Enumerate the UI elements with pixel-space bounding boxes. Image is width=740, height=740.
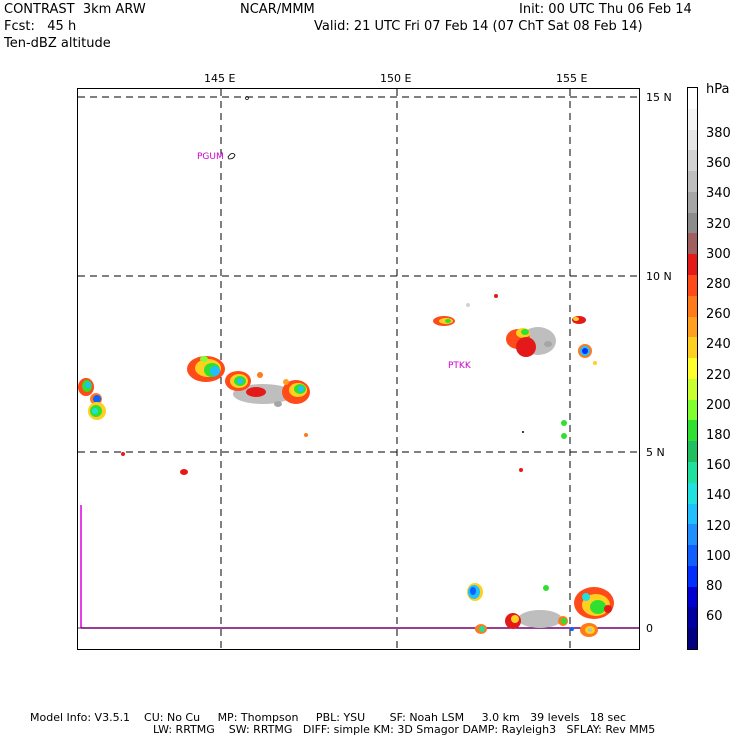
colorbar-swatch: [688, 378, 697, 401]
model-info-line2: LW: RRTMG SW: RRTMG DIFF: simple KM: 3D …: [153, 723, 656, 736]
colorbar-swatch: [688, 441, 697, 463]
storm-cell: [475, 624, 487, 634]
station-ptkk: PTKK: [448, 361, 471, 371]
storm-cell: [433, 316, 455, 326]
lon-label-150: 150 E: [380, 72, 412, 85]
colorbar-swatch: [688, 316, 697, 338]
colorbar-swatch: [688, 171, 697, 193]
storm-cell: [519, 468, 523, 472]
station-pgum: PGUM: [197, 152, 224, 162]
colorbar-swatch: [688, 420, 697, 442]
colorbar-swatch: [688, 295, 697, 318]
colorbar-label: 300: [706, 246, 731, 262]
colorbar-label: 180: [706, 428, 731, 443]
model-title: CONTRAST 3km ARW: [4, 2, 146, 17]
lat-label-0: 0: [646, 622, 653, 635]
storm-cell: [561, 420, 567, 426]
storm-cell: [506, 327, 556, 357]
storm-cell: [180, 469, 188, 475]
colorbar-label: 120: [706, 518, 731, 534]
colorbar-swatch: [688, 607, 697, 629]
field-name: Ten-dBZ altitude: [4, 36, 111, 51]
colorbar-swatch: [688, 586, 697, 608]
colorbar-swatch: [688, 129, 697, 151]
storm-cell: [543, 585, 549, 591]
lat-label-10: 10 N: [646, 270, 672, 283]
storm-cell: [572, 316, 586, 324]
colorbar-swatch: [688, 482, 697, 505]
colorbar-swatch: [688, 503, 697, 525]
colorbar-label: 200: [706, 397, 731, 413]
colorbar-label: 380: [706, 126, 731, 141]
storm-cell: [505, 610, 568, 629]
storm-cell: [593, 361, 597, 365]
colorbar-swatch: [688, 254, 697, 276]
colorbar-swatch: [688, 191, 697, 214]
colorbar-swatch: [688, 565, 697, 588]
colorbar-label: 260: [706, 307, 731, 323]
colorbar-swatch: [688, 399, 697, 421]
lat-label-5: 5 N: [646, 446, 665, 459]
colorbar-label: 100: [706, 548, 731, 564]
lat-label-15: 15 N: [646, 91, 672, 104]
map-canvas: [78, 89, 639, 649]
storm-cell: [570, 627, 574, 631]
colorbar-label: 280: [706, 277, 731, 292]
storm-cell: [522, 431, 524, 433]
colorbar-label: 60: [706, 609, 723, 625]
colorbar-swatch: [688, 150, 697, 172]
colorbar-swatch: [688, 545, 697, 567]
init-time: Init: 00 UTC Thu 06 Feb 14: [519, 2, 692, 17]
colorbar-unit: hPa: [706, 82, 730, 97]
storm-cell: [187, 356, 225, 382]
valid-time: Valid: 21 UTC Fri 07 Feb 14 (07 ChT Sat …: [314, 19, 643, 34]
storm-cell: [121, 452, 125, 456]
colorbar-swatch: [688, 628, 697, 650]
colorbar-label: 320: [706, 216, 731, 232]
colorbar: [687, 87, 698, 650]
storm-cell: [580, 623, 598, 637]
colorbar-swatch: [688, 524, 697, 546]
storm-cell: [467, 583, 483, 601]
colorbar-swatch: [688, 212, 697, 234]
lon-label-155: 155 E: [556, 72, 588, 85]
storm-cell: [304, 433, 308, 437]
colorbar-swatch: [688, 358, 697, 380]
colorbar-label: 360: [706, 156, 731, 172]
storm-cell: [466, 303, 470, 307]
colorbar-label: 240: [706, 337, 731, 353]
island-outline: [227, 153, 236, 160]
graticule: [78, 89, 639, 649]
storm-cell: [225, 371, 293, 407]
domain-boundary: [80, 505, 639, 629]
storm-cell: [494, 294, 498, 298]
storm-cell: [574, 587, 614, 619]
storm-cell: [78, 378, 106, 420]
storm-cells: [78, 294, 614, 637]
institution-label: NCAR/MMM: [240, 2, 315, 17]
colorbar-label: 80: [706, 579, 723, 594]
colorbar-label: 220: [706, 367, 731, 383]
reflectivity-map[interactable]: PGUM PTKK: [77, 88, 640, 650]
model-info-line1: Model Info: V3.5.1 CU: No Cu MP: Thompso…: [30, 711, 627, 724]
colorbar-swatch: [688, 275, 697, 297]
colorbar-swatch: [688, 108, 697, 131]
colorbar-label: 340: [706, 186, 731, 202]
storm-cell: [561, 433, 567, 439]
storm-cell: [282, 379, 310, 404]
forecast-hour: Fcst: 45 h: [4, 19, 77, 34]
colorbar-swatch: [688, 337, 697, 359]
colorbar-swatch: [688, 88, 697, 110]
colorbar-label: 140: [706, 488, 731, 504]
island-dot: [245, 96, 249, 100]
lon-label-145: 145 E: [204, 72, 236, 85]
colorbar-swatch: [688, 233, 697, 255]
colorbar-swatch: [688, 462, 697, 484]
colorbar-label: 160: [706, 458, 731, 474]
storm-cell: [578, 344, 592, 358]
